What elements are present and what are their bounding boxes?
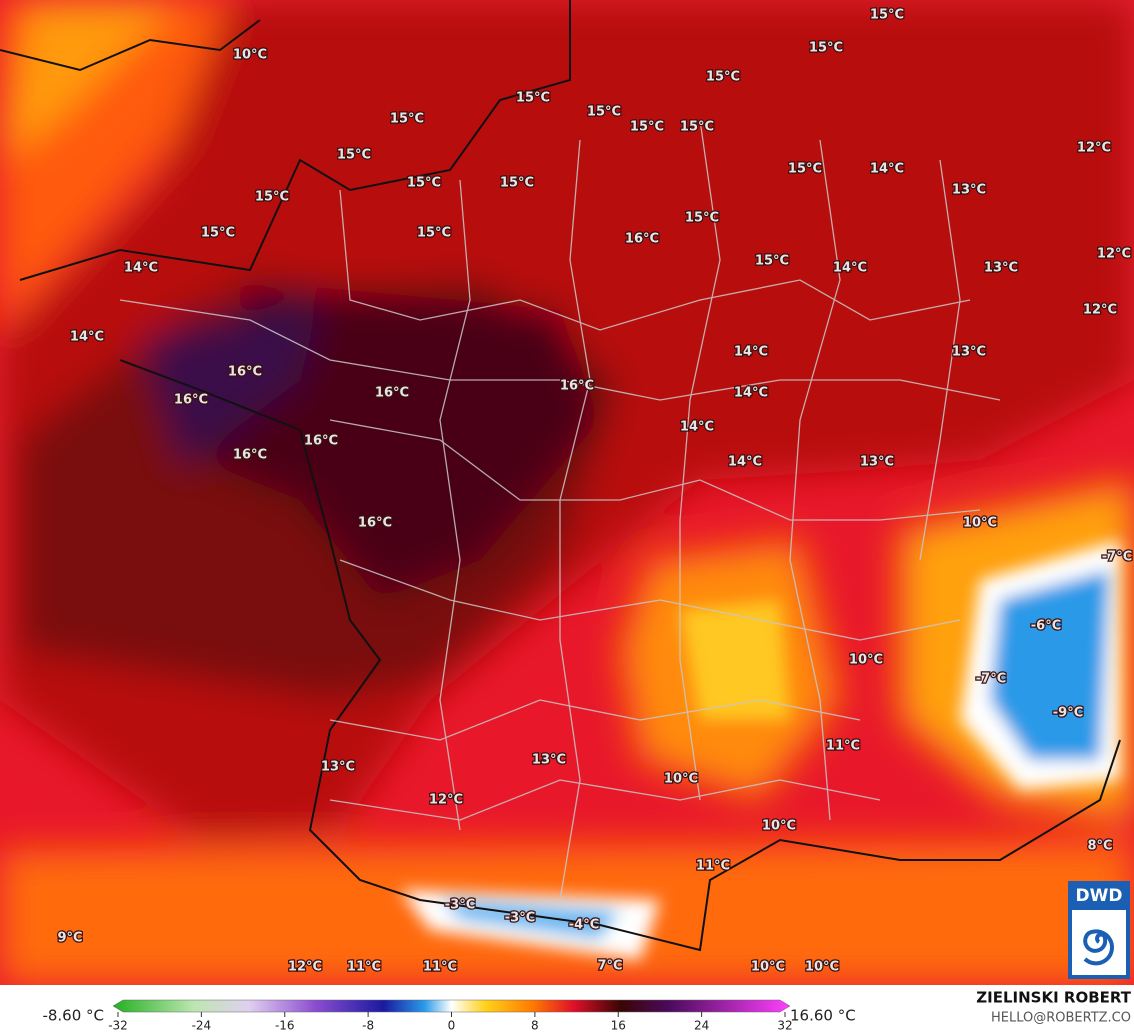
temperature-label: 16°C bbox=[304, 434, 338, 449]
temperature-label: -7°C bbox=[976, 672, 1006, 687]
colorbar-ticks: -32 -24 -16 -8 0 8 16 24 32 bbox=[108, 1012, 793, 1033]
temperature-label: 15°C bbox=[685, 211, 719, 226]
temperature-label: 15°C bbox=[255, 190, 289, 205]
temperature-label: 13°C bbox=[984, 261, 1018, 276]
temperature-label: 15°C bbox=[788, 162, 822, 177]
colorbar-tick-label: 0 bbox=[448, 1019, 456, 1033]
temperature-label: 15°C bbox=[407, 176, 441, 191]
temperature-label: 16°C bbox=[228, 365, 262, 380]
temperature-label: 10°C bbox=[849, 653, 883, 668]
temperature-label: 16°C bbox=[375, 386, 409, 401]
temperature-label: 14°C bbox=[728, 455, 762, 470]
temperature-label: 15°C bbox=[755, 254, 789, 269]
temperature-label: 13°C bbox=[532, 753, 566, 768]
temperature-label: 11°C bbox=[347, 960, 381, 975]
colorbar-max: 16.60 °C bbox=[790, 1007, 856, 1025]
temperature-label: 12°C bbox=[429, 793, 463, 808]
temperature-label: 16°C bbox=[233, 448, 267, 463]
temperature-label: 8°C bbox=[1087, 839, 1112, 854]
temperature-label: 14°C bbox=[70, 330, 104, 345]
colorbar-min: -8.60 °C bbox=[42, 1007, 104, 1025]
temperature-label: 16°C bbox=[560, 379, 594, 394]
temperature-label: 12°C bbox=[1083, 303, 1117, 318]
temperature-label: 14°C bbox=[734, 386, 768, 401]
colorbar-tick-label: 8 bbox=[531, 1019, 539, 1033]
temperature-label: 12°C bbox=[288, 960, 322, 975]
temperature-label: 15°C bbox=[587, 105, 621, 120]
temperature-label: 16°C bbox=[358, 516, 392, 531]
temperature-label: 9°C bbox=[57, 931, 82, 946]
temperature-label: -7°C bbox=[1102, 550, 1132, 565]
temperature-label: 15°C bbox=[201, 226, 235, 241]
temperature-label: 14°C bbox=[734, 345, 768, 360]
temperature-label: 10°C bbox=[805, 960, 839, 975]
temperature-label: 13°C bbox=[952, 183, 986, 198]
colorbar-tick-label: 16 bbox=[611, 1019, 626, 1033]
dwd-logo: DWD bbox=[1068, 881, 1130, 979]
temperature-label: 15°C bbox=[390, 112, 424, 127]
temperature-label: 16°C bbox=[174, 393, 208, 408]
temperature-labels: 10°C 15°C 15°C 15°C 15°C 15°C 15°C 15°C 15°C 15°C… bbox=[56, 6, 1133, 976]
temperature-label: 7°C bbox=[597, 959, 622, 974]
temperature-label: 15°C bbox=[809, 41, 843, 56]
temperature-label: 15°C bbox=[516, 91, 550, 106]
author: ZIELINSKI ROBERT bbox=[976, 989, 1131, 1007]
colorbar-tick-label: 24 bbox=[694, 1019, 709, 1033]
temperature-label: 15°C bbox=[630, 120, 664, 135]
temperature-label: -6°C bbox=[1031, 619, 1061, 634]
temperature-label: 15°C bbox=[337, 148, 371, 163]
temperature-label: 12°C bbox=[1097, 247, 1131, 262]
temperature-label: 11°C bbox=[696, 859, 730, 874]
logo-panel bbox=[1072, 910, 1126, 975]
colorbar-tick-label: -24 bbox=[192, 1019, 212, 1033]
temperature-label: 10°C bbox=[233, 48, 267, 63]
temperature-label: -4°C bbox=[569, 918, 599, 933]
temperature-label: 15°C bbox=[870, 8, 904, 23]
temperature-label: 13°C bbox=[860, 455, 894, 470]
temperature-label: -9°C bbox=[1053, 706, 1083, 721]
colorbar-tick-label: -8 bbox=[362, 1019, 374, 1033]
temperature-label: 13°C bbox=[952, 345, 986, 360]
temperature-label: 14°C bbox=[680, 420, 714, 435]
logo-swirl bbox=[1083, 929, 1114, 966]
temperature-label: 14°C bbox=[833, 261, 867, 276]
map-background bbox=[0, 0, 1134, 985]
colorbar-tick-label: -32 bbox=[108, 1019, 128, 1033]
temperature-label: 11°C bbox=[826, 739, 860, 754]
temperature-label: 10°C bbox=[664, 772, 698, 787]
temperature-label: 16°C bbox=[625, 232, 659, 247]
email: HELLO@ROBERTZ.CO bbox=[991, 1011, 1131, 1026]
temperature-label: 12°C bbox=[1077, 141, 1111, 156]
temperature-label: 15°C bbox=[706, 70, 740, 85]
temperature-label: 14°C bbox=[124, 261, 158, 276]
temperature-label: 13°C bbox=[321, 760, 355, 775]
temperature-label: 10°C bbox=[963, 516, 997, 531]
colorbar-tick-label: -16 bbox=[275, 1019, 295, 1033]
temperature-label: 10°C bbox=[751, 960, 785, 975]
temperature-label: -3°C bbox=[505, 911, 535, 926]
temperature-label: 15°C bbox=[500, 176, 534, 191]
logo-text: DWD bbox=[1076, 886, 1123, 906]
temperature-label: 15°C bbox=[680, 120, 714, 135]
colorbar-tick-label: 32 bbox=[777, 1019, 792, 1033]
temperature-label: 14°C bbox=[870, 162, 904, 177]
colorbar bbox=[112, 999, 791, 1013]
temperature-label: 15°C bbox=[417, 226, 451, 241]
temperature-label: 11°C bbox=[423, 960, 457, 975]
temperature-label: 10°C bbox=[762, 819, 796, 834]
temperature-label: -3°C bbox=[445, 898, 475, 913]
